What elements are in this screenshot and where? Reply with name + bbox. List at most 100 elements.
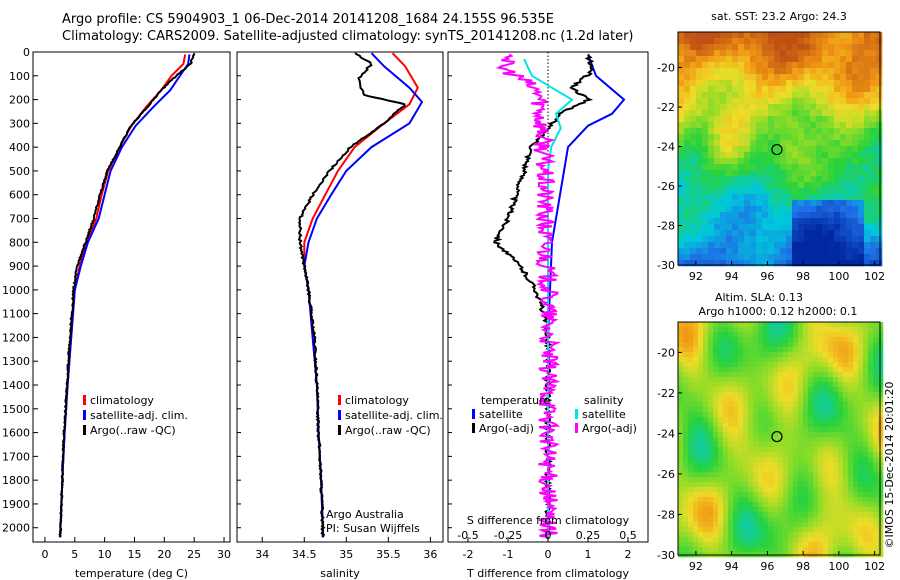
heatmap-cell	[714, 98, 721, 105]
heatmap-cell	[773, 327, 779, 333]
heatmap-cell	[876, 68, 883, 75]
heatmap-cell	[804, 98, 811, 105]
heatmap-cell	[846, 176, 853, 183]
heatmap-cell	[683, 542, 689, 548]
heatmap-cell	[804, 194, 811, 201]
heatmap-cell	[774, 134, 781, 141]
heatmap-cell	[822, 146, 829, 153]
heatmap-cell	[846, 170, 853, 177]
heatmap-cell	[804, 44, 811, 51]
heatmap-cell	[778, 407, 784, 413]
heatmap-cell	[876, 50, 883, 57]
heatmap-cell	[816, 236, 823, 243]
heatmap-cell	[768, 128, 775, 135]
heatmap-cell	[813, 477, 819, 483]
heatmap-cell	[778, 457, 784, 463]
heatmap-cell	[733, 427, 739, 433]
heatmap-cell	[743, 392, 749, 398]
heatmap-cell	[828, 158, 835, 165]
heatmap-cell	[786, 32, 793, 39]
heatmap-cell	[718, 332, 724, 338]
heatmap-cell	[688, 402, 694, 408]
heatmap-cell	[773, 477, 779, 483]
heatmap-cell	[750, 182, 757, 189]
heatmap-cell	[758, 332, 764, 338]
heatmap-cell	[843, 387, 849, 393]
heatmap-cell	[738, 542, 744, 548]
heatmap-cell	[783, 322, 789, 328]
heatmap-cell	[756, 194, 763, 201]
heatmap-cell	[840, 86, 847, 93]
heatmap-cell	[868, 547, 874, 553]
heatmap-cell	[714, 38, 721, 45]
x-axis-label: temperature (deg C)	[75, 567, 188, 580]
heatmap-cell	[810, 116, 817, 123]
heatmap-cell	[822, 188, 829, 195]
heatmap-cell	[678, 447, 684, 453]
heatmap-cell	[720, 254, 727, 261]
heatmap-cell	[762, 62, 769, 69]
heatmap-cell	[758, 477, 764, 483]
heatmap-cell	[804, 110, 811, 117]
heatmap-cell	[758, 542, 764, 548]
heatmap-cell	[702, 218, 709, 225]
heatmap-cell	[688, 537, 694, 543]
heatmap-cell	[813, 342, 819, 348]
heatmap-cell	[723, 407, 729, 413]
heatmap-cell	[788, 452, 794, 458]
heatmap-cell	[708, 522, 714, 528]
heatmap-cell	[683, 477, 689, 483]
heatmap-cell	[728, 417, 734, 423]
heatmap-cell	[753, 372, 759, 378]
heatmap-cell	[693, 532, 699, 538]
heatmap-cell	[744, 104, 751, 111]
heatmap-cell	[813, 377, 819, 383]
heatmap-cell	[726, 86, 733, 93]
heatmap-cell	[720, 212, 727, 219]
heatmap-cell	[858, 254, 865, 261]
heatmap-cell	[864, 254, 871, 261]
heatmap-cell	[738, 352, 744, 358]
heatmap-cell	[733, 507, 739, 513]
heatmap-cell	[726, 104, 733, 111]
heatmap-cell	[758, 377, 764, 383]
heatmap-cell	[873, 482, 879, 488]
heatmap-cell	[876, 62, 883, 69]
heatmap-cell	[744, 146, 751, 153]
heatmap-cell	[798, 116, 805, 123]
heatmap-cell	[726, 200, 733, 207]
heatmap-cell	[853, 357, 859, 363]
heatmap-cell	[773, 412, 779, 418]
heatmap-cell	[768, 56, 775, 63]
x-axis-label: salinity	[320, 567, 360, 580]
heatmap-cell	[738, 218, 745, 225]
heatmap-cell	[713, 467, 719, 473]
heatmap-cell	[828, 377, 834, 383]
heatmap-cell	[708, 442, 714, 448]
heatmap-cell	[732, 206, 739, 213]
heatmap-cell	[703, 462, 709, 468]
map-subtitle: Argo h1000: 0.12 h2000: 0.1	[699, 305, 858, 318]
heatmap-cell	[684, 116, 691, 123]
heatmap-cell	[678, 212, 685, 219]
heatmap-cell	[718, 342, 724, 348]
heatmap-cell	[774, 50, 781, 57]
heatmap-cell	[804, 146, 811, 153]
heatmap-cell	[803, 547, 809, 553]
heatmap-cell	[868, 532, 874, 538]
heatmap-cell	[743, 432, 749, 438]
heatmap-cell	[756, 116, 763, 123]
heatmap-cell	[808, 367, 814, 373]
heatmap-cell	[783, 377, 789, 383]
heatmap-cells	[678, 32, 883, 267]
heatmap-cell	[733, 487, 739, 493]
heatmap-cell	[758, 457, 764, 463]
heatmap-cell	[780, 146, 787, 153]
heatmap-cell	[698, 432, 704, 438]
heatmap-cell	[703, 452, 709, 458]
heatmap-cell	[822, 242, 829, 249]
heatmap-cell	[773, 542, 779, 548]
heatmap-cell	[863, 542, 869, 548]
heatmap-cell	[708, 352, 714, 358]
